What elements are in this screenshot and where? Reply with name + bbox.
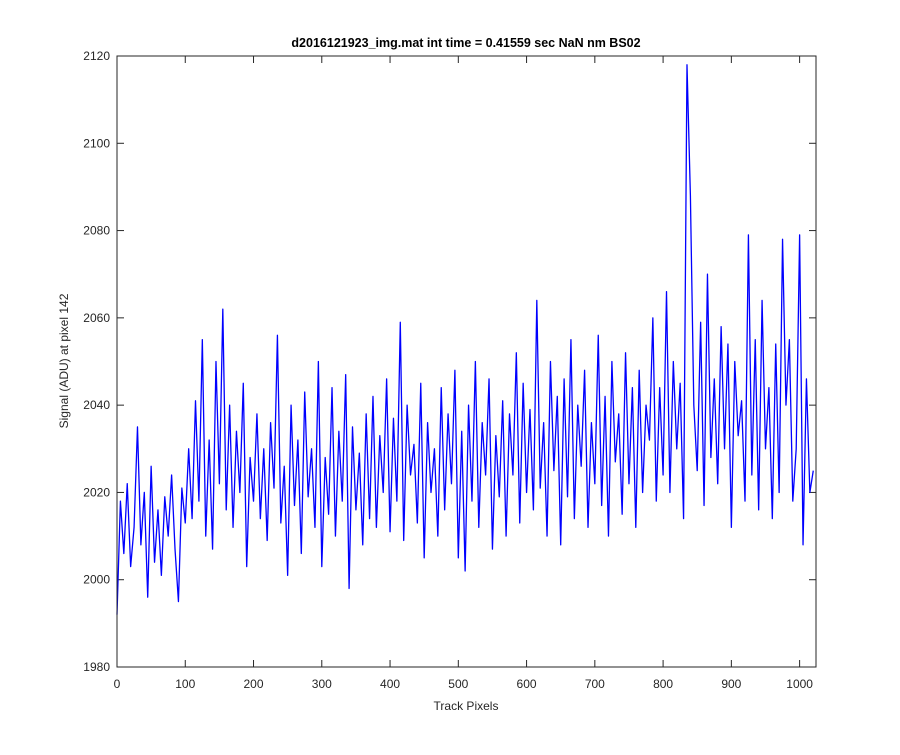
y-tick-label: 2060 [83,311,110,325]
y-tick-label: 2120 [83,49,110,63]
x-tick-label: 400 [380,677,400,691]
y-tick-label: 1980 [83,660,110,674]
x-tick-label: 800 [653,677,673,691]
x-axis-label: Track Pixels [434,699,499,713]
x-tick-label: 1000 [786,677,813,691]
x-tick-label: 500 [448,677,468,691]
data-line [116,64,814,615]
chart-title: d2016121923_img.mat int time = 0.41559 s… [291,36,640,50]
y-axis-label: Signal (ADU) at pixel 142 [57,293,71,428]
y-tick-label: 2080 [83,224,110,238]
x-tick-label: 900 [721,677,741,691]
x-tick-label: 100 [175,677,195,691]
x-tick-label: 600 [517,677,537,691]
x-tick-label: 200 [244,677,264,691]
y-tick-label: 2020 [83,485,110,499]
x-tick-label: 700 [585,677,605,691]
x-tick-label: 0 [114,677,121,691]
x-tick-label: 300 [312,677,332,691]
y-tick-label: 2040 [83,398,110,412]
axes-box [116,55,817,668]
y-tick-label: 2000 [83,573,110,587]
y-tick-label: 2100 [83,136,110,150]
